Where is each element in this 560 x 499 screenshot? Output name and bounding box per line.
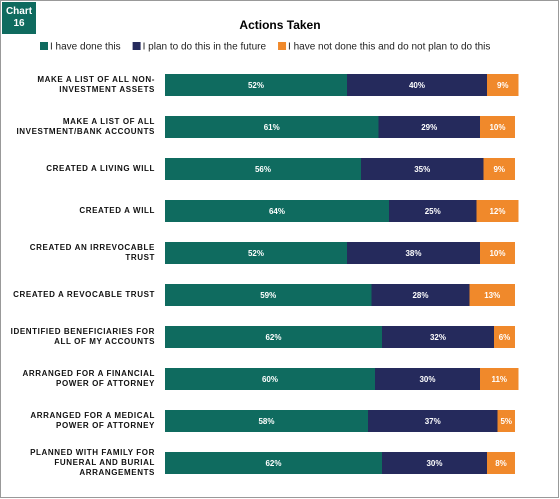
bar-segment bbox=[165, 74, 347, 96]
bar-segment bbox=[382, 326, 494, 348]
value-label: 30% bbox=[419, 375, 435, 384]
legend-swatch bbox=[40, 42, 48, 50]
value-label: 5% bbox=[500, 417, 512, 426]
bar-segment bbox=[165, 242, 347, 264]
value-label: 60% bbox=[262, 375, 278, 384]
bar-segment bbox=[480, 242, 515, 264]
category-label: CREATED A WILL bbox=[79, 206, 155, 215]
bar-segment bbox=[480, 116, 515, 138]
category-label: ARRANGED FOR A FINANCIAL POWER OF ATTORN… bbox=[22, 369, 155, 388]
chart-badge: Chart 16 bbox=[2, 2, 36, 34]
bar-segment bbox=[476, 200, 519, 222]
bar-segment bbox=[165, 368, 375, 390]
value-label: 59% bbox=[260, 291, 276, 300]
legend-swatch bbox=[278, 42, 287, 50]
bar-segment bbox=[165, 410, 368, 432]
value-label: 32% bbox=[430, 333, 446, 342]
value-label: 9% bbox=[497, 81, 509, 90]
legend-label: I plan to do this in the future bbox=[143, 42, 267, 53]
chart-title: Actions Taken bbox=[239, 18, 320, 32]
value-label: 6% bbox=[499, 333, 511, 342]
category-label: MAKE A LIST OF ALL INVESTMENT/BANK ACCOU… bbox=[16, 117, 155, 136]
legend-label: I have done this bbox=[50, 42, 121, 53]
value-label: 30% bbox=[426, 459, 442, 468]
value-label: 52% bbox=[248, 249, 264, 258]
bar-segment bbox=[480, 368, 519, 390]
value-label: 25% bbox=[425, 207, 441, 216]
bar-segment bbox=[375, 368, 480, 390]
bar-segment bbox=[371, 284, 470, 306]
value-label: 11% bbox=[491, 375, 507, 384]
bar-segment bbox=[165, 116, 379, 138]
bar-segment bbox=[347, 242, 480, 264]
value-label: 12% bbox=[489, 207, 505, 216]
value-label: 37% bbox=[425, 417, 441, 426]
value-label: 10% bbox=[489, 123, 505, 132]
legend-label: I have not done this and do not plan to … bbox=[288, 42, 490, 53]
value-label: 62% bbox=[265, 333, 281, 342]
bar-segment bbox=[382, 452, 487, 474]
category-label: MAKE A LIST OF ALL NON-INVESTMENT ASSETS bbox=[37, 75, 155, 94]
value-label: 9% bbox=[493, 165, 505, 174]
bar-segment bbox=[165, 200, 389, 222]
bar-segment bbox=[368, 410, 498, 432]
value-label: 40% bbox=[409, 81, 425, 90]
value-label: 10% bbox=[489, 249, 505, 258]
bar-segment bbox=[487, 452, 515, 474]
category-label: PLANNED WITH FAMILY FOR FUNERAL AND BURI… bbox=[30, 448, 155, 477]
value-label: 38% bbox=[405, 249, 421, 258]
bar-segment bbox=[494, 326, 515, 348]
category-label: CREATED A REVOCABLE TRUST bbox=[13, 290, 155, 299]
bar-segment bbox=[165, 158, 361, 180]
value-label: 52% bbox=[248, 81, 264, 90]
value-label: 58% bbox=[258, 417, 274, 426]
bar-segment bbox=[165, 284, 372, 306]
value-label: 29% bbox=[421, 123, 437, 132]
bar-segment bbox=[378, 116, 480, 138]
value-label: 61% bbox=[264, 123, 280, 132]
bar-segment bbox=[389, 200, 477, 222]
bar-segment bbox=[347, 74, 487, 96]
category-label: ARRANGED FOR A MEDICAL POWER OF ATTORNEY bbox=[30, 411, 155, 430]
value-label: 64% bbox=[269, 207, 285, 216]
bar-segment bbox=[165, 326, 382, 348]
value-label: 8% bbox=[495, 459, 507, 468]
bar-segment bbox=[483, 158, 515, 180]
value-label: 62% bbox=[265, 459, 281, 468]
category-label: CREATED A LIVING WILL bbox=[46, 164, 155, 173]
bar-segment bbox=[165, 452, 382, 474]
value-label: 35% bbox=[414, 165, 430, 174]
category-label: IDENTIFIED BENEFICIARIES FOR ALL OF MY A… bbox=[10, 327, 155, 346]
legend-swatch bbox=[132, 42, 141, 50]
value-label: 13% bbox=[484, 291, 500, 300]
value-label: 56% bbox=[255, 165, 271, 174]
bar-segment bbox=[487, 74, 519, 96]
category-label: CREATED AN IRREVOCABLE TRUST bbox=[29, 243, 155, 262]
bar-segment bbox=[469, 284, 515, 306]
bar-segment bbox=[497, 410, 515, 432]
value-label: 28% bbox=[412, 291, 428, 300]
bar-segment bbox=[361, 158, 484, 180]
